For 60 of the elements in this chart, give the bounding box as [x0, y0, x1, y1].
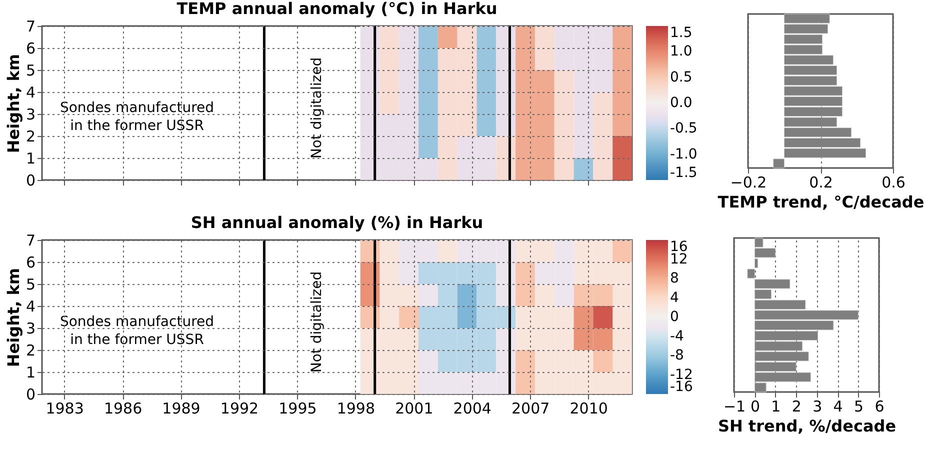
x-tick-label: 1 [771, 398, 781, 416]
x-tick-label: 1995 [278, 400, 317, 418]
x-tick-label: 0.6 [882, 174, 906, 192]
x-tick-label: 2007 [512, 400, 550, 418]
x-tick-label: 2004 [453, 400, 492, 418]
x-tick-label: 1983 [46, 400, 84, 418]
y-tick-label: 7 [26, 18, 36, 36]
x-tick-label: 2001 [395, 400, 434, 418]
x-tick-label: 1986 [104, 400, 142, 418]
x-tick-label: −1 [723, 398, 746, 416]
color-bar-label: 0.5 [670, 69, 692, 86]
x-tick-label: 6 [874, 398, 884, 416]
x-tick-label: 0.2 [809, 174, 833, 192]
x-tick-label: 4 [833, 398, 843, 416]
y-tick-label: 1 [26, 364, 36, 382]
annotation: Not digitalized [309, 57, 325, 159]
annotation: Sondes manufactured in the former USSR [60, 314, 214, 348]
x-tick-label: 2010 [570, 400, 608, 418]
color-bar-label: -1.0 [670, 146, 698, 162]
x-tick-label: 1989 [162, 400, 200, 418]
y-tick-label: 7 [26, 232, 36, 250]
color-bar-label: -0.5 [670, 120, 698, 137]
y-tick-label: 1 [26, 150, 36, 168]
x-tick-label: 0 [750, 398, 760, 416]
y-tick-label: 5 [26, 62, 36, 80]
color-bar-label: -16 [670, 379, 693, 395]
y-tick-label: 6 [26, 40, 36, 58]
y-tick-label: 3 [26, 320, 36, 338]
color-bar-label: 1.5 [670, 25, 692, 41]
y-tick-label: 2 [26, 128, 36, 146]
color-bar-label: -1.5 [670, 165, 698, 181]
y-tick-label: 4 [26, 298, 36, 316]
color-bar-label: 0.0 [670, 95, 692, 111]
x-tick-label: 1998 [336, 400, 376, 418]
x-axis-title: TEMP trend, °C/decade [718, 192, 924, 212]
x-tick-label: 5 [854, 398, 864, 416]
color-bar-label: 8 [670, 270, 679, 286]
y-tick-label: 2 [26, 342, 36, 360]
color-bar-label: 4 [670, 290, 679, 306]
color-bar-label: 12 [670, 251, 688, 268]
color-bar-label: 1.0 [670, 44, 692, 60]
x-tick-label: 2 [792, 398, 802, 416]
y-tick-label: 3 [26, 106, 36, 124]
y-axis-title: Height, km [4, 54, 23, 154]
y-tick-label: 4 [26, 84, 36, 102]
x-tick-label: −0.2 [730, 174, 767, 192]
annotation: Not digitalized [309, 271, 325, 373]
chart-title: TEMP annual anomaly (°C) in Harku [176, 0, 498, 18]
y-axis-title: Height, km [4, 268, 23, 368]
y-tick-label: 5 [26, 276, 36, 294]
color-bar-label: -4 [670, 328, 684, 344]
x-tick-label: 1992 [220, 400, 259, 418]
color-bar-label: -8 [670, 348, 684, 364]
chart-title: SH annual anomaly (%) in Harku [190, 213, 484, 232]
annotation: Sondes manufactured in the former USSR [60, 100, 214, 134]
x-axis-title: SH trend, %/decade [718, 416, 896, 436]
x-tick-label: 3 [812, 398, 822, 416]
y-tick-label: 0 [26, 386, 36, 404]
y-tick-label: 6 [26, 254, 36, 272]
color-bar-label: 0 [670, 309, 679, 325]
